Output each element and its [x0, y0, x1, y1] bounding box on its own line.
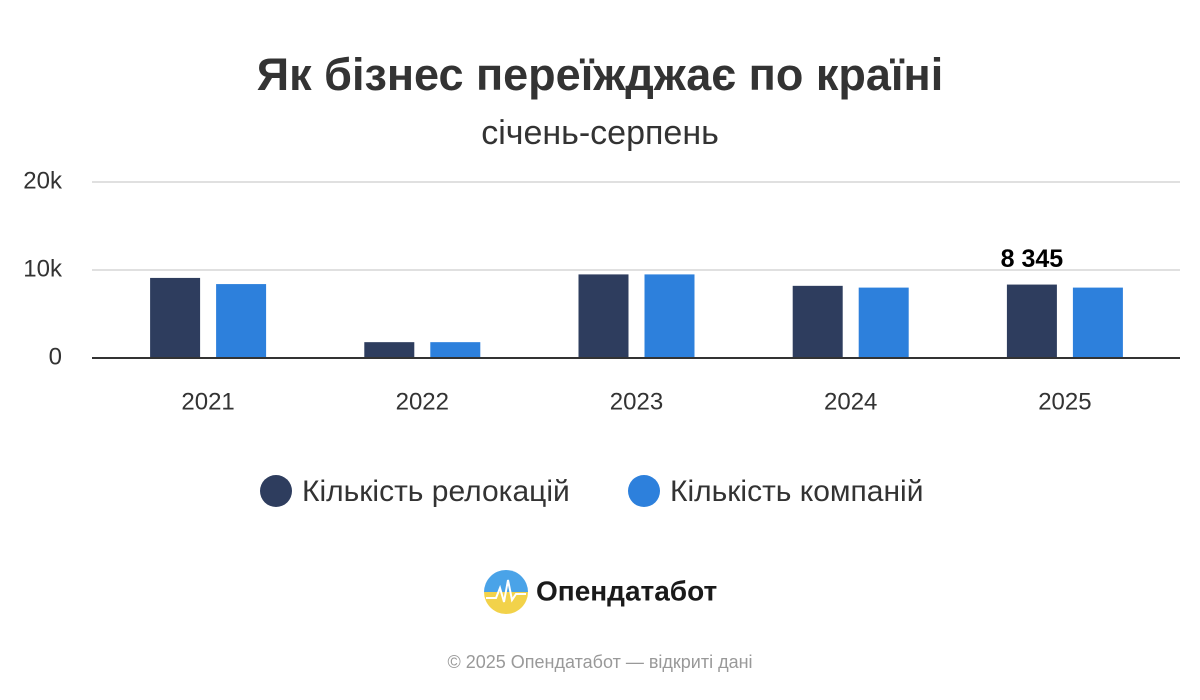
y-tick-label: 0: [49, 343, 62, 370]
bar: [644, 274, 695, 358]
y-tick-label: 20k: [23, 167, 63, 194]
x-tick-label: 2024: [824, 388, 877, 415]
bar: [364, 342, 415, 358]
bar: [858, 287, 909, 358]
legend-label: Кількість компаній: [670, 475, 923, 508]
chart-title: Як бізнес переїжджає по країні: [257, 49, 943, 100]
bar: [430, 342, 481, 358]
x-tick-label: 2022: [396, 388, 449, 415]
logo-pulse: [486, 579, 526, 603]
chart-subtitle: січень-серпень: [481, 114, 719, 152]
legend-label: Кількість релокацій: [302, 475, 570, 508]
legend-marker: [260, 475, 292, 507]
logo-text: Опендатабот: [536, 575, 717, 606]
bar: [150, 277, 201, 358]
x-tick-label: 2025: [1038, 388, 1091, 415]
bar: [1072, 287, 1123, 358]
y-tick-label: 10k: [23, 255, 63, 282]
bar: [216, 284, 267, 358]
x-tick-label: 2021: [181, 388, 234, 415]
x-tick-label: 2023: [610, 388, 663, 415]
data-label: 8 345: [1001, 245, 1064, 273]
bar: [1006, 284, 1057, 358]
bar: [578, 274, 629, 358]
bar: [792, 285, 843, 358]
legend-marker: [628, 475, 660, 507]
logo: Опендатабот: [484, 570, 717, 614]
footer: © 2025 Опендатабот — відкриті дані: [447, 652, 752, 672]
